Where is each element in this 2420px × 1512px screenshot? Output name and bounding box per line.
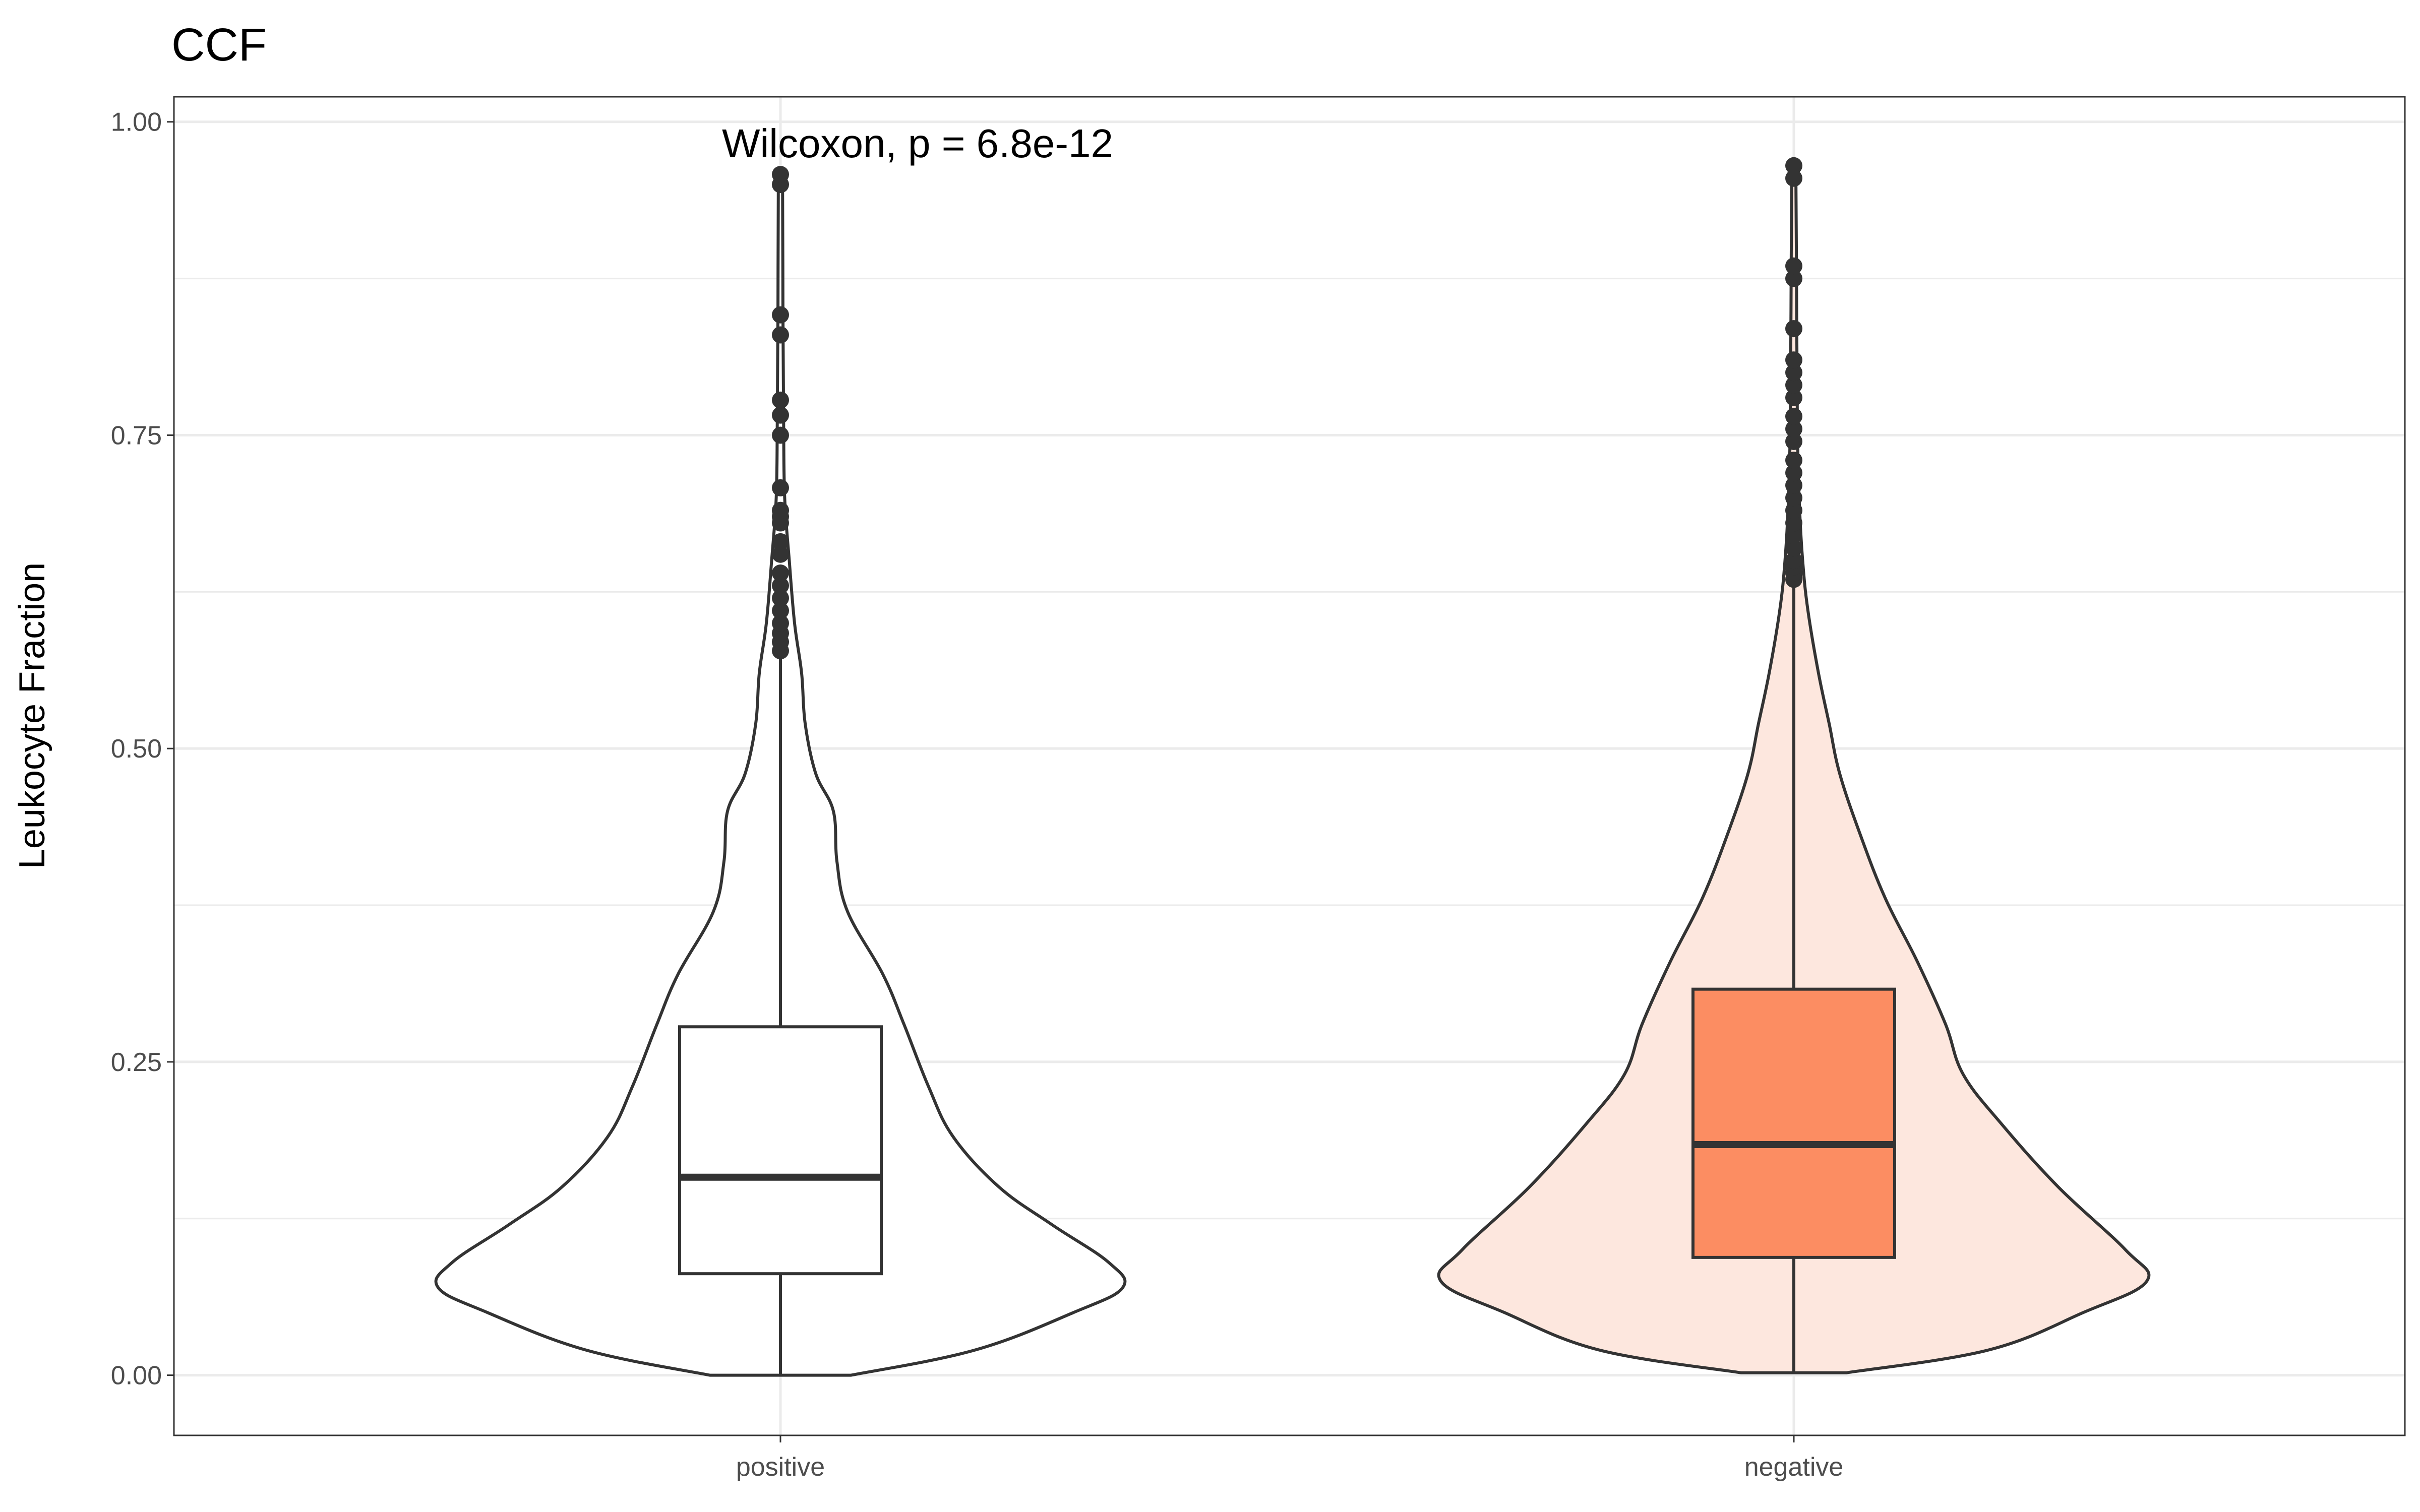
y-tick-label: 0.00 [111,1361,162,1391]
outlier-point-negative [1785,376,1802,394]
outlier-point-positive [772,501,789,519]
box-positive [678,1025,883,1276]
outlier-point-positive [772,589,789,607]
outlier-point-positive [772,426,789,444]
x-tick-label-positive: positive [736,1453,825,1482]
box-negative [1691,987,1896,1259]
y-axis: 0.00 0.25 0.50 0.75 1.00 [111,108,174,1391]
outlier-point-negative [1785,169,1802,187]
outlier-point-negative [1785,389,1802,406]
outlier-point-negative [1785,257,1802,275]
outlier-point-negative [1785,364,1802,382]
y-tick-label: 0.75 [111,421,162,450]
outlier-point-negative [1785,501,1802,519]
outlier-point-negative [1785,476,1802,494]
outlier-point-negative [1785,351,1802,369]
x-tick-label-negative: negative [1744,1453,1844,1482]
outlier-point-negative [1785,514,1802,532]
x-axis: positive negative [736,1435,1843,1482]
outlier-point-positive [772,602,789,619]
outlier-point-negative [1785,432,1802,450]
outlier-point-negative [1785,464,1802,482]
outlier-point-positive [772,614,789,632]
outlier-point-negative [1785,527,1802,544]
outlier-point-positive [772,306,789,324]
outlier-point-positive [772,577,789,594]
y-tick-label: 0.50 [111,734,162,764]
outlier-point-positive [772,564,789,582]
outlier-point-negative [1785,489,1802,507]
y-tick-label: 0.25 [111,1048,162,1077]
outlier-point-positive [772,533,789,550]
outlier-point-negative [1785,539,1802,557]
outlier-point-negative [1785,408,1802,425]
outlier-point-negative [1785,420,1802,438]
plot-panel-border [173,96,2406,1436]
outlier-point-negative [1785,552,1802,570]
outlier-points [772,157,1802,660]
outlier-point-positive [772,406,789,424]
y-axis-title: Leukocyte Fraction [12,562,52,869]
y-tick-label: 1.00 [111,108,162,137]
outlier-point-positive [772,326,789,344]
outlier-point-positive [772,166,789,183]
outlier-point-positive [772,545,789,563]
outlier-point-negative [1785,452,1802,469]
wilcoxon-annotation: Wilcoxon, p = 6.8e-12 [722,121,1113,166]
chart-title: CCF [171,19,267,71]
outlier-point-negative [1785,270,1802,287]
outlier-point-positive [772,391,789,409]
outlier-point-negative [1785,320,1802,338]
outlier-point-negative [1785,157,1802,174]
boxplots [678,583,1896,1375]
outlier-point-positive [772,479,789,496]
